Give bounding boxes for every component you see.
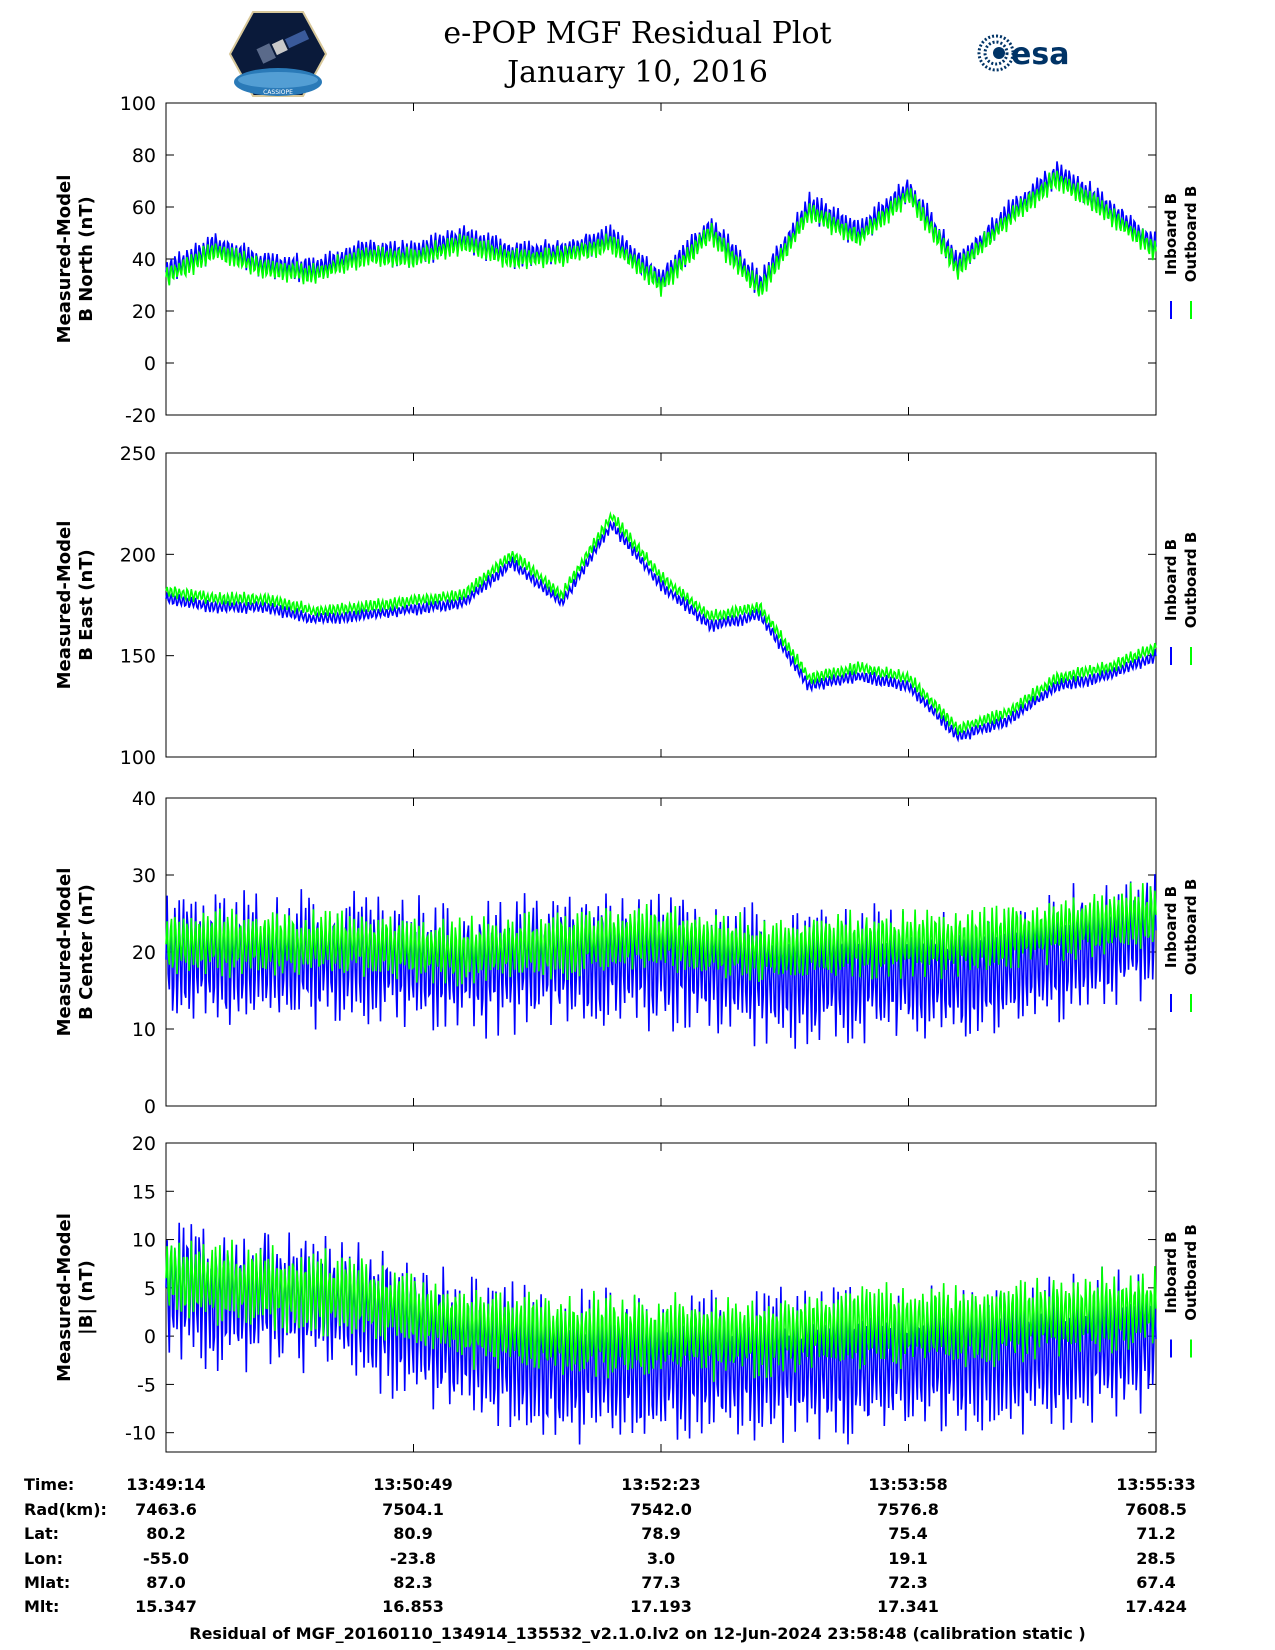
table-cell: 19.1 [888, 1549, 928, 1568]
series-line-outboard [165, 1239, 1157, 1382]
series-line-outboard [165, 170, 1157, 297]
table-cell: 13:53:58 [868, 1475, 948, 1494]
y-tick-label: 20 [132, 1133, 156, 1155]
legend-outboard-label: Outboard B [1182, 532, 1200, 629]
y-axis-label: Measured-Model [54, 175, 75, 344]
y-tick-label: 5 [144, 1278, 156, 1300]
y-tick-label: 0 [144, 353, 156, 375]
series-line-outboard [165, 511, 1157, 735]
esa-logo-icon: esa [977, 34, 1069, 72]
y-tick-label: 200 [120, 544, 156, 566]
table-cell: 87.0 [146, 1573, 186, 1592]
series-line-outboard [165, 882, 1157, 987]
series-line-inboard [165, 1222, 1157, 1445]
y-tick-label: -5 [137, 1374, 156, 1396]
table-cell: 7504.1 [382, 1500, 444, 1519]
table-cell: 3.0 [646, 1549, 676, 1568]
y-tick-label: 20 [132, 942, 156, 964]
legend-inboard-label: Inboard B [1162, 539, 1180, 621]
table-cell: -55.0 [142, 1549, 190, 1568]
table-cell: 78.9 [641, 1524, 681, 1543]
legend-inboard-label: Inboard B [1162, 1231, 1180, 1313]
table-cell: 77.3 [641, 1573, 681, 1592]
y-tick-label: 100 [120, 93, 156, 115]
y-tick-label: 150 [120, 646, 156, 668]
chart-date: January 10, 2016 [507, 55, 768, 90]
table-cell: 16.853 [382, 1597, 444, 1616]
table-row-label: Lat: [24, 1524, 60, 1543]
y-tick-label: 30 [132, 865, 156, 887]
table-cell: 13:52:23 [621, 1475, 701, 1494]
table-row-label: Mlt: [24, 1597, 60, 1616]
series-line-inboard [165, 874, 1157, 1049]
y-tick-label: 100 [120, 747, 156, 769]
y-tick-label: 0 [144, 1096, 156, 1118]
y-tick-label: 60 [132, 197, 156, 219]
series-line-inboard [165, 520, 1157, 743]
y-axis-label: Measured-Model [54, 521, 75, 690]
table-cell: 80.9 [393, 1524, 433, 1543]
table-cell: 15.347 [135, 1597, 197, 1616]
y-axis-label: B Center (nT) [76, 884, 97, 1020]
y-axis-label: Measured-Model [54, 1213, 75, 1382]
table-cell: 13:49:14 [126, 1475, 206, 1494]
y-axis-label: Measured-Model [54, 868, 75, 1037]
table-cell: 7608.5 [1125, 1500, 1187, 1519]
chart-title: e-POP MGF Residual Plot [443, 16, 832, 51]
y-tick-label: 10 [132, 1230, 156, 1252]
y-tick-label: -10 [125, 1423, 156, 1445]
table-cell: 7463.6 [135, 1500, 197, 1519]
table-cell: 75.4 [888, 1524, 928, 1543]
y-tick-label: -20 [125, 405, 156, 427]
svg-text:CASSIOPE: CASSIOPE [263, 89, 293, 96]
cassiope-satellite-icon: CASSIOPE [228, 11, 328, 97]
table-row-label: Lon: [24, 1549, 63, 1568]
y-tick-label: 80 [132, 145, 156, 167]
table-row-label: Mlat: [24, 1573, 71, 1592]
table-cell: 17.341 [877, 1597, 939, 1616]
y-tick-label: 40 [132, 788, 156, 810]
table-cell: 28.5 [1136, 1549, 1176, 1568]
table-cell: 80.2 [146, 1524, 186, 1543]
y-axis-label: B North (nT) [76, 196, 97, 322]
table-cell: 13:55:33 [1116, 1475, 1196, 1494]
y-axis-label: |B| (nT) [76, 1260, 97, 1335]
y-tick-label: 10 [132, 1019, 156, 1041]
table-cell: 17.193 [630, 1597, 692, 1616]
table-cell: 13:50:49 [373, 1475, 453, 1494]
legend-inboard-label: Inboard B [1162, 193, 1180, 275]
plot-frame [165, 102, 1157, 416]
table-cell: 72.3 [888, 1573, 928, 1592]
footer-caption: Residual of MGF_20160110_134914_135532_v… [189, 1624, 1086, 1643]
y-tick-label: 0 [144, 1326, 156, 1348]
legend-outboard-label: Outboard B [1182, 1224, 1200, 1321]
table-cell: 17.424 [1125, 1597, 1187, 1616]
y-tick-label: 40 [132, 249, 156, 271]
table-cell: 7542.0 [630, 1500, 692, 1519]
legend-inboard-label: Inboard B [1162, 886, 1180, 968]
y-tick-label: 250 [120, 443, 156, 465]
legend-outboard-label: Outboard B [1182, 186, 1200, 283]
y-tick-label: 20 [132, 301, 156, 323]
table-cell: 67.4 [1136, 1573, 1176, 1592]
table-cell: 7576.8 [877, 1500, 939, 1519]
table-cell: -23.8 [389, 1549, 437, 1568]
table-cell: 82.3 [393, 1573, 433, 1592]
table-row-label: Time: [24, 1475, 75, 1494]
table-cell: 71.2 [1136, 1524, 1176, 1543]
y-tick-label: 15 [132, 1181, 156, 1203]
table-row-label: Rad(km): [24, 1500, 107, 1519]
y-axis-label: B East (nT) [76, 549, 97, 661]
svg-text:esa: esa [1011, 37, 1069, 72]
legend-outboard-label: Outboard B [1182, 879, 1200, 976]
